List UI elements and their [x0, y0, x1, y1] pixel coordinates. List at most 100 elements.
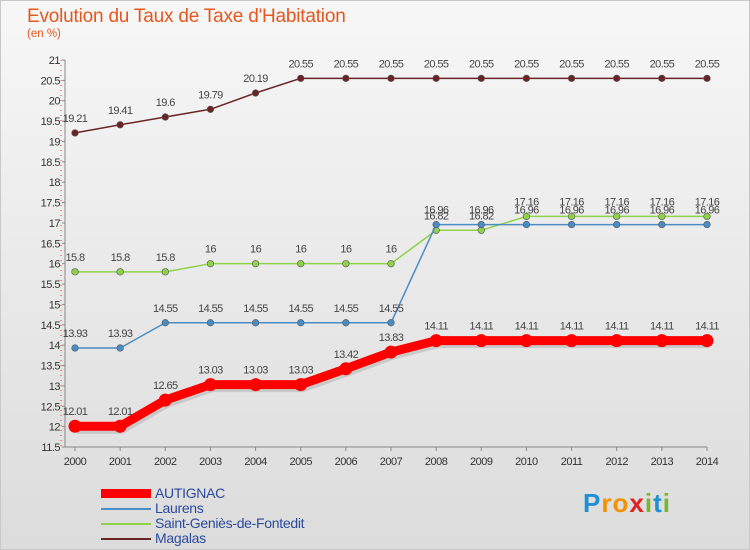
data-label: 20.55: [469, 58, 494, 70]
data-point: [297, 260, 305, 268]
legend-label: Magalas: [155, 530, 206, 546]
data-point: [613, 74, 621, 82]
data-label: 15.8: [65, 252, 84, 264]
data-point: [297, 319, 305, 327]
data-point: [610, 334, 624, 348]
data-point: [658, 220, 666, 229]
data-point: [613, 212, 621, 221]
legend-label: Laurens: [155, 500, 204, 516]
y-tick-label: 13: [49, 381, 61, 393]
data-point: [703, 74, 711, 82]
y-tick-label: 11.5: [41, 442, 60, 454]
legend-item-magalas[interactable]: Magalas: [101, 531, 401, 546]
data-label: 13.42: [334, 349, 359, 361]
data-label: 20.55: [424, 58, 449, 70]
data-point: [432, 220, 440, 229]
data-label: 14.55: [198, 303, 223, 315]
x-tick-label: 2013: [651, 456, 674, 468]
data-label: 17.16: [695, 196, 720, 208]
y-tick-label: 15.5: [41, 279, 61, 291]
chart-title: Evolution du Taux de Taxe d'Habitation: [27, 6, 346, 27]
data-label: 20.55: [604, 58, 629, 70]
x-tick-label: 2003: [199, 456, 222, 468]
data-point: [387, 74, 395, 82]
data-point: [297, 74, 305, 82]
data-label: 13.03: [198, 365, 223, 377]
data-label: 14.11: [469, 321, 493, 333]
data-label: 16.82: [424, 210, 449, 222]
x-tick-label: 2007: [380, 456, 403, 468]
data-label: 20.55: [514, 58, 539, 70]
data-label: 16: [385, 244, 397, 256]
data-label: 17.16: [604, 196, 629, 208]
legend-item-autignac[interactable]: AUTIGNAC: [101, 486, 401, 501]
x-tick-label: 2009: [470, 456, 493, 468]
data-point: [71, 344, 79, 352]
data-label: 20.55: [695, 58, 720, 70]
y-tick-label: 19.5: [41, 116, 61, 128]
legend-swatch: [101, 508, 151, 510]
data-point: [251, 319, 260, 327]
x-tick-label: 2001: [109, 456, 132, 468]
data-label: 15.8: [156, 252, 175, 264]
data-label: 19.41: [108, 105, 133, 117]
data-point: [567, 74, 576, 82]
data-label: 16.96: [469, 205, 494, 217]
data-label: 14.11: [515, 321, 539, 333]
y-tick-label: 18: [49, 177, 61, 189]
data-label: 14.55: [243, 303, 268, 315]
data-label: 17.16: [514, 196, 539, 208]
data-point: [249, 378, 263, 392]
data-label: 12.65: [153, 380, 178, 392]
data-label: 20.55: [559, 58, 584, 70]
data-point: [251, 89, 260, 97]
y-tick-label: 12.5: [41, 401, 61, 413]
data-point: [613, 220, 621, 229]
data-point: [339, 362, 353, 376]
y-tick-label: 12: [49, 422, 61, 434]
data-point: [703, 212, 711, 221]
data-point: [206, 105, 215, 113]
data-point: [477, 74, 485, 82]
x-tick-label: 2002: [154, 456, 177, 468]
y-tick-label: 18.5: [41, 157, 61, 169]
y-tick-label: 13.5: [41, 361, 61, 373]
data-point: [567, 212, 576, 221]
y-tick-label: 16: [49, 259, 61, 271]
x-tick-label: 2012: [605, 456, 628, 468]
y-tick-label: 20: [49, 96, 61, 108]
data-point: [251, 260, 260, 268]
data-point: [206, 319, 215, 327]
data-point: [342, 260, 350, 268]
data-label: 16: [340, 244, 352, 256]
data-label: 14.11: [650, 321, 674, 333]
data-point: [203, 378, 217, 392]
data-label: 20.55: [288, 58, 313, 70]
data-point: [477, 220, 485, 229]
data-label: 15.8: [111, 252, 130, 264]
data-point: [522, 212, 531, 221]
data-point: [161, 319, 169, 327]
data-label: 16.96: [650, 205, 675, 217]
data-label: 16.96: [604, 205, 629, 217]
data-point: [294, 378, 308, 392]
legend-item-laurens[interactable]: Laurens: [101, 501, 401, 516]
data-label: 12.01: [63, 406, 88, 418]
data-point: [387, 319, 395, 327]
x-tick-label: 2000: [64, 456, 87, 468]
data-point: [158, 393, 172, 407]
y-tick-label: 15: [49, 299, 61, 311]
data-label: 16.96: [559, 205, 584, 217]
legend-item-saint-genies[interactable]: Saint-Geniès-de-Fontedit: [101, 516, 401, 531]
x-tick-label: 2011: [561, 456, 583, 468]
data-label: 13.93: [108, 328, 133, 340]
data-label: 17.16: [559, 196, 584, 208]
logo-letter: t: [653, 488, 663, 518]
data-label: 16: [250, 244, 262, 256]
data-label: 19.21: [63, 113, 88, 125]
data-point: [519, 334, 533, 348]
x-tick-label: 2014: [696, 456, 719, 468]
data-label: 12.01: [108, 406, 133, 418]
